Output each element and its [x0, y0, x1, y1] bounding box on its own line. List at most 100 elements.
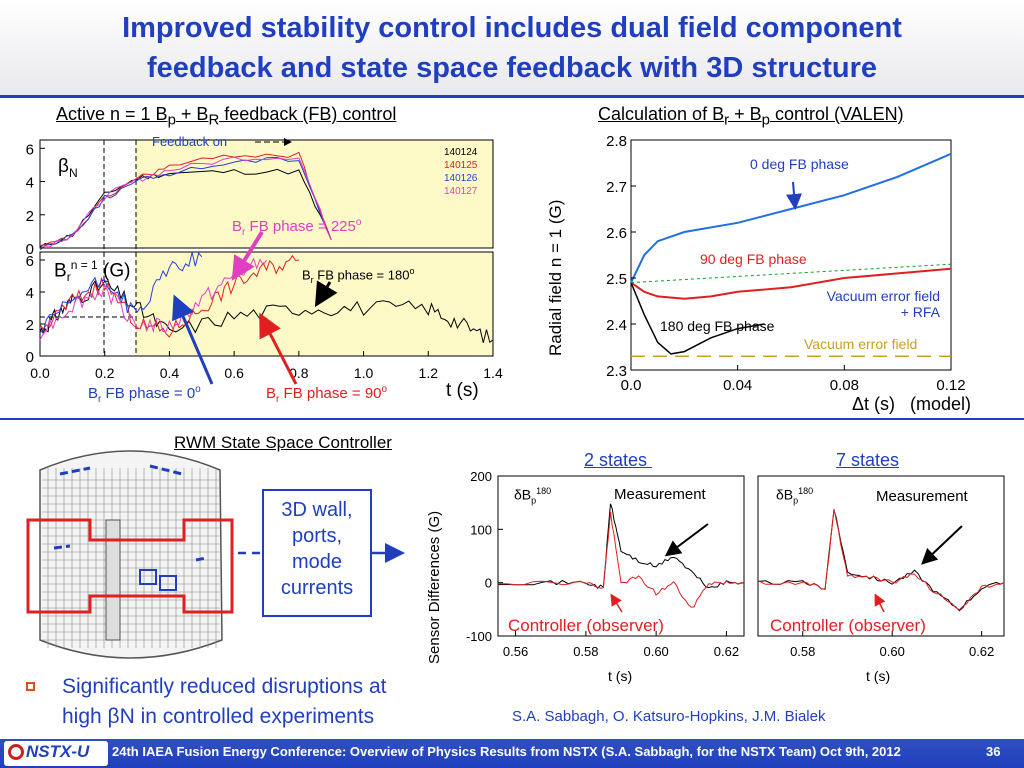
arrow-measurement-right: [921, 525, 963, 565]
shot-140124: 140124: [444, 147, 478, 158]
valen-ytick-label: 2.5: [606, 271, 627, 288]
credits: S.A. Sabbagh, O. Katsuro-Hopkins, J.M. B…: [512, 708, 826, 725]
arrow-225: [231, 230, 264, 281]
rwm-series-0-1: [498, 511, 745, 608]
box-line-1: 3D wall,: [281, 499, 353, 521]
bullet-line-1: Significantly reduced disruptions at: [62, 675, 387, 698]
betaN-plot: [39, 139, 494, 249]
shot-140127: 140127: [444, 186, 478, 197]
left-xtick-label: 1.4: [483, 365, 503, 381]
nstx-logo-icon: [8, 744, 24, 760]
br-series-140127: [39, 257, 267, 341]
seven-states-title: 7 states: [836, 450, 900, 470]
betaN-series-140125: [39, 151, 332, 246]
arrow-180: [314, 280, 338, 308]
left-xtick-label: 0.6: [224, 365, 244, 381]
title-line-2: feedback and state space feedback with 3…: [146, 52, 878, 84]
valen-ytick-label: 2.8: [606, 133, 627, 150]
label-vac-rfa: Vacuum error field + RFA: [800, 288, 940, 320]
label-90deg: 90 deg FB phase: [700, 251, 807, 267]
label-180deg: 180 deg FB phase: [660, 318, 775, 334]
left-xtick-label: 0.0: [30, 365, 50, 381]
valen-ytick-label: 2.7: [606, 179, 627, 196]
valen-xtick-label: 0.04: [723, 377, 752, 394]
nstx-logo-text: NSTX-U: [26, 742, 90, 761]
footer-text: 24th IAEA Fusion Energy Conference: Over…: [112, 744, 901, 759]
title-divider: [0, 95, 1024, 98]
valen-series-2: [630, 282, 765, 355]
rwm-xtick-label: 0.58: [573, 644, 598, 659]
br-series-140125: [39, 254, 299, 338]
page-number: 36: [986, 744, 1001, 759]
betaN-frame: [39, 139, 494, 249]
valen-ytick-label: 2.6: [606, 225, 627, 242]
rwm-ytick-label: -100: [466, 629, 492, 644]
measurement-label-right: Measurement: [876, 488, 968, 505]
arrow-measurement-left: [664, 523, 709, 557]
rwm-ylabel: Sensor Differences (G): [426, 510, 443, 664]
right-xlabel: Δt (s) (model): [852, 394, 972, 414]
valen-frame: [630, 139, 952, 371]
betaN-ytick-label: 2: [26, 208, 34, 225]
annotation-180: Br FB phase = 180o: [302, 266, 415, 285]
rwm-xtick-label: 0.62: [714, 644, 739, 659]
shot-legend: 140124 140125 140126 140127: [444, 146, 477, 198]
shot-140126: 140126: [444, 173, 478, 184]
middle-divider: [0, 418, 1024, 420]
rwm-series-1-0: [757, 509, 1005, 612]
controller-label-left: Controller (observer): [508, 616, 664, 635]
valen-ytick-label: 2.4: [606, 317, 627, 334]
betaN-series-140127: [39, 156, 332, 249]
annotation-225: Br FB phase = 225o: [232, 217, 362, 238]
title-line-1: Improved stability control includes dual…: [122, 12, 902, 44]
br-frame: [39, 251, 494, 357]
controller-label-right: Controller (observer): [770, 616, 926, 635]
bullet-line-2: high βN in controlled experiments: [62, 705, 375, 728]
label-vac-rfa-line2: + RFA: [900, 304, 940, 320]
arrow-0deg: [786, 181, 802, 210]
betaN-label: βN: [58, 156, 78, 180]
valen-xtick-label: 0.08: [830, 377, 859, 394]
footer-bar: [0, 739, 1024, 768]
rwm-ytick-label: 0: [485, 576, 492, 591]
left-xtick-label: 1.0: [354, 365, 374, 381]
two-states-title: 2 states: [584, 450, 653, 470]
valen-series-0: [630, 152, 952, 284]
rwm-series-0-0: [497, 503, 745, 589]
br-ytick-label: 2: [26, 317, 34, 334]
rwm-title: RWM State Space Controller: [174, 433, 392, 452]
br-ytick-label: 0: [26, 349, 34, 366]
valen-xtick-label: 0.0: [621, 377, 642, 394]
annotation-0: Br FB phase = 0o: [88, 384, 201, 405]
br-plot: [39, 251, 494, 357]
rwm-xtick-label: 0.60: [643, 644, 668, 659]
betaN-ytick-label: 6: [26, 141, 34, 158]
label-0deg: 0 deg FB phase: [750, 156, 849, 172]
br-ytick-label: 4: [26, 285, 34, 302]
left-panel-title: Active n = 1 Bp + BR feedback (FB) contr…: [56, 104, 397, 129]
rwm-xtick-label: 0.56: [503, 644, 528, 659]
title-bar: [0, 0, 1024, 95]
rwm-ytick-label: 200: [470, 469, 492, 484]
label-vac: Vacuum error field: [804, 336, 918, 352]
shot-140125: 140125: [444, 160, 478, 171]
annotation-90: Br FB phase = 90o: [266, 384, 388, 405]
valen-series-1: [630, 267, 952, 300]
bullet-icon: [26, 682, 35, 691]
right-panel-title: Calculation of Br + Bp control (VALEN): [598, 104, 904, 129]
left-xtick-label: 0.4: [160, 365, 180, 381]
valen-ytick-label: 2.3: [606, 363, 627, 380]
rwm-xlabel-left: t (s): [608, 668, 633, 684]
feedback-highlight-bottom: [136, 252, 493, 356]
betaN-ytick-label: 0: [26, 241, 34, 258]
rwm-xtick-label: 0.62: [969, 644, 994, 659]
feedback-on-label: Feedback on: [152, 134, 228, 149]
seven-states-frame: [757, 475, 1005, 637]
left-xlabel: t (s): [446, 380, 479, 401]
betaN-ytick-label: 4: [26, 175, 34, 192]
rwm-ytick-label: 100: [470, 522, 492, 537]
rwm-xtick-label: 0.58: [790, 644, 815, 659]
br-ytick-label: 6: [26, 253, 34, 270]
br-label: Brn = 1 (G): [54, 258, 131, 285]
